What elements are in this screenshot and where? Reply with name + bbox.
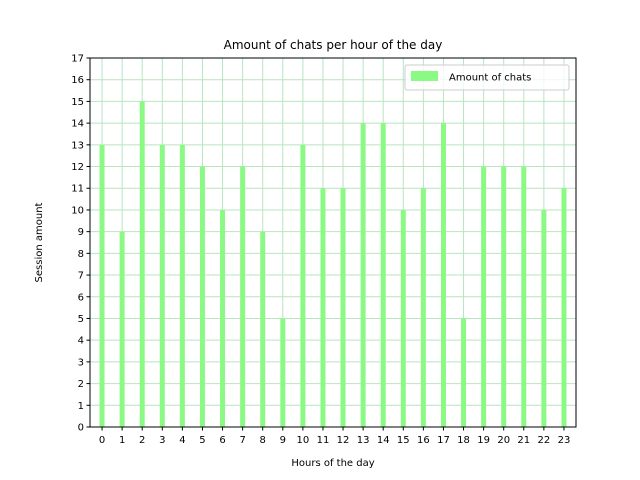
x-tick-label: 4 bbox=[179, 435, 185, 446]
x-axis-label: Hours of the day bbox=[291, 458, 374, 469]
bar bbox=[440, 123, 446, 427]
bar bbox=[461, 318, 467, 427]
x-tick-label: 1 bbox=[119, 435, 125, 446]
y-tick-label: 16 bbox=[71, 75, 84, 86]
y-tick-label: 13 bbox=[71, 140, 84, 151]
x-tick-label: 9 bbox=[280, 435, 286, 446]
x-tick-label: 19 bbox=[477, 435, 490, 446]
bar bbox=[360, 123, 366, 427]
y-tick-label: 3 bbox=[78, 357, 84, 368]
bar bbox=[119, 231, 125, 427]
x-tick-label: 0 bbox=[99, 435, 105, 446]
legend-box bbox=[404, 64, 570, 91]
y-tick-label: 10 bbox=[71, 205, 84, 216]
y-tick-label: 12 bbox=[71, 162, 84, 173]
y-tick-label: 0 bbox=[78, 423, 84, 434]
x-tick-label: 23 bbox=[558, 435, 571, 446]
x-tick-label: 3 bbox=[159, 435, 165, 446]
bar bbox=[380, 123, 386, 427]
bar bbox=[521, 166, 527, 427]
x-tick-label: 20 bbox=[497, 435, 510, 446]
x-tick-label: 11 bbox=[317, 435, 330, 446]
bar bbox=[179, 144, 185, 427]
y-tick-label: 6 bbox=[78, 292, 84, 303]
plot-frame bbox=[89, 57, 577, 428]
y-tick-label: 4 bbox=[78, 336, 84, 347]
chart-title: Amount of chats per hour of the day bbox=[224, 38, 443, 52]
x-tick-label: 17 bbox=[437, 435, 450, 446]
x-tick-label: 7 bbox=[239, 435, 245, 446]
bar bbox=[220, 209, 226, 427]
bar bbox=[240, 166, 246, 427]
bar bbox=[481, 166, 487, 427]
y-tick-label: 11 bbox=[71, 184, 84, 195]
y-tick-label: 7 bbox=[78, 271, 84, 282]
x-tick-label: 8 bbox=[260, 435, 266, 446]
bar bbox=[99, 144, 105, 427]
bar bbox=[139, 101, 145, 427]
bar bbox=[400, 209, 406, 427]
bar bbox=[561, 188, 567, 427]
x-tick-label: 12 bbox=[337, 435, 350, 446]
bars bbox=[99, 101, 567, 427]
y-tick-label: 9 bbox=[78, 227, 84, 238]
bar bbox=[159, 144, 165, 427]
bar bbox=[320, 188, 326, 427]
x-tick-label: 10 bbox=[297, 435, 310, 446]
y-tick-label: 17 bbox=[71, 54, 84, 65]
y-tick-label: 5 bbox=[78, 314, 84, 325]
legend: Amount of chats bbox=[404, 64, 570, 91]
y-tick-label: 2 bbox=[78, 379, 84, 390]
x-tick-label: 21 bbox=[517, 435, 530, 446]
x-tick-label: 2 bbox=[139, 435, 145, 446]
bar bbox=[300, 144, 306, 427]
x-tick-label: 5 bbox=[199, 435, 205, 446]
x-tick-label: 16 bbox=[417, 435, 430, 446]
bar bbox=[340, 188, 346, 427]
x-tick-label: 22 bbox=[538, 435, 551, 446]
x-tick-label: 14 bbox=[377, 435, 390, 446]
bar bbox=[260, 231, 266, 427]
x-tick-label: 6 bbox=[219, 435, 225, 446]
x-tick-label: 18 bbox=[457, 435, 470, 446]
bar bbox=[280, 318, 286, 427]
legend-label: Amount of chats bbox=[449, 73, 531, 84]
legend-swatch bbox=[411, 71, 438, 81]
y-tick-label: 1 bbox=[78, 401, 84, 412]
y-tick-label: 15 bbox=[71, 97, 84, 108]
bar bbox=[501, 166, 507, 427]
x-tick-label: 15 bbox=[397, 435, 410, 446]
y-tick-label: 14 bbox=[71, 119, 84, 130]
y-axis-label: Session amount bbox=[34, 202, 45, 282]
bar bbox=[420, 188, 426, 427]
bar bbox=[541, 209, 547, 427]
x-tick-label: 13 bbox=[357, 435, 370, 446]
bar bbox=[199, 166, 205, 427]
y-tick-label: 8 bbox=[78, 249, 84, 260]
